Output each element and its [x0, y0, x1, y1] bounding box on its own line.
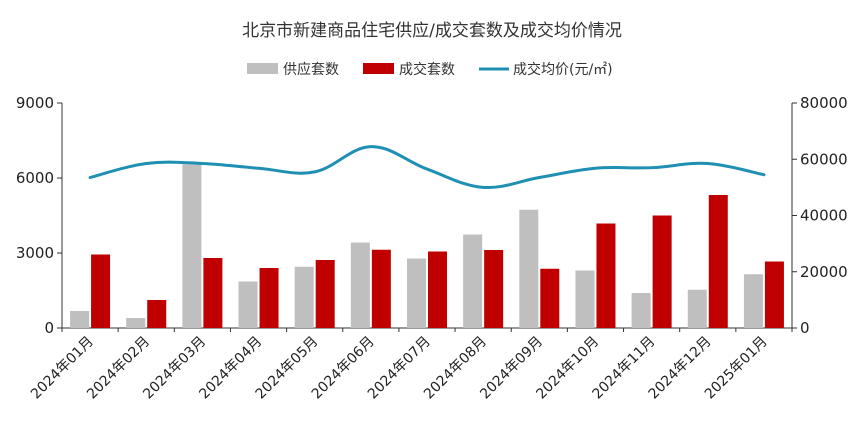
y-left-tick-label: 0 [44, 319, 54, 337]
legend-swatch-supply [247, 63, 278, 74]
bar-supply [294, 266, 314, 328]
bar-deal [652, 215, 672, 328]
legend-label-price: 成交均价(元/㎡) [513, 61, 613, 78]
bar-supply [70, 311, 90, 328]
bar-deal [371, 249, 391, 328]
bars-supply [70, 164, 763, 328]
y-right-tick-label: 80000 [800, 94, 848, 112]
bars-deal [91, 195, 784, 328]
bar-deal [315, 260, 335, 328]
bar-deal [764, 261, 784, 328]
bar-deal [540, 268, 560, 328]
y-right-tick-label: 40000 [800, 207, 848, 225]
bar-deal [259, 268, 279, 328]
y-right-tick-label: 0 [800, 319, 810, 337]
bar-supply [463, 234, 483, 328]
bar-supply [350, 242, 370, 328]
bar-deal [203, 258, 223, 328]
bar-deal [596, 223, 616, 328]
bar-deal [708, 195, 728, 328]
bar-supply [126, 318, 146, 328]
y-left-tick-label: 9000 [16, 94, 54, 112]
bar-deal [428, 251, 447, 328]
bar-supply [407, 258, 426, 328]
legend-swatch-deal [363, 63, 394, 74]
bar-supply [743, 274, 763, 328]
bar-supply [687, 289, 707, 328]
price-line [88, 145, 766, 190]
bar-supply [182, 164, 202, 328]
y-left-tick-label: 6000 [16, 169, 54, 187]
y-ticks-right: 0 20000 40000 60000 80000 [792, 94, 848, 337]
bar-deal [484, 250, 504, 328]
price-line-group [88, 145, 766, 190]
bar-deal [147, 300, 167, 328]
y-right-tick-label: 60000 [800, 150, 848, 168]
bar-supply [519, 209, 539, 328]
bar-supply [575, 270, 595, 328]
chart-title: 北京市新建商品住宅供应/成交套数及成交均价情况 [242, 21, 622, 41]
x-ticks: 2024年01月2024年02月2024年03月2024年04月2024年05月… [28, 328, 793, 402]
y-ticks-left: 0 3000 6000 9000 [16, 94, 62, 337]
legend: 供应套数 成交套数 成交均价(元/㎡) [247, 61, 613, 78]
axes [61, 103, 793, 329]
bar-supply [631, 293, 651, 328]
y-right-tick-label: 20000 [800, 263, 848, 281]
y-left-tick-label: 3000 [16, 244, 54, 262]
legend-label-deal: 成交套数 [399, 61, 455, 78]
bar-deal [91, 254, 111, 328]
bar-supply [238, 281, 258, 328]
legend-label-supply: 供应套数 [283, 61, 339, 78]
